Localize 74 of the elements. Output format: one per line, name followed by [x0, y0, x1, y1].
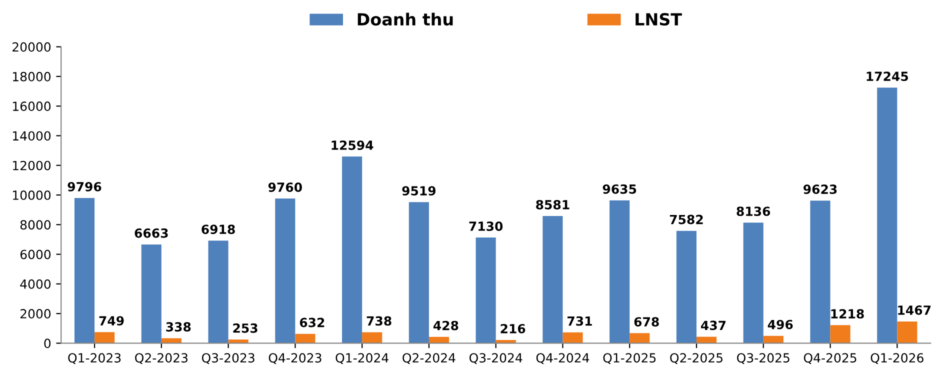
bar — [275, 198, 296, 344]
data-label: 9519 — [402, 186, 436, 196]
x-tick-label: Q1-2025 — [603, 353, 656, 364]
bar — [743, 222, 764, 344]
x-tick-label: Q3-2025 — [737, 353, 790, 364]
x-tick-label: Q4-2025 — [804, 353, 856, 364]
data-label: 12594 — [332, 140, 374, 150]
data-label: 9796 — [68, 182, 102, 192]
bar — [810, 200, 830, 344]
data-label: 9635 — [602, 184, 636, 194]
bar — [141, 244, 162, 344]
legend-label: Doanh thu — [358, 12, 453, 26]
y-tick-label: 8000 — [20, 220, 51, 230]
data-label: 496 — [768, 320, 793, 330]
x-tick-label: Q1-2023 — [68, 353, 121, 364]
data-label: 338 — [166, 322, 191, 332]
bar — [897, 321, 918, 344]
bar — [74, 198, 95, 344]
bar — [676, 230, 697, 344]
bar — [542, 216, 563, 344]
bar — [476, 238, 496, 344]
data-label: 7582 — [670, 214, 703, 224]
x-tick-label: Q4-2023 — [268, 353, 322, 364]
bar — [562, 332, 583, 344]
bar — [161, 338, 182, 344]
data-label: 6918 — [202, 224, 235, 234]
data-label: 1467 — [898, 305, 931, 315]
data-label: 17245 — [866, 72, 908, 82]
data-label: 749 — [99, 316, 124, 326]
data-label: 7130 — [469, 221, 503, 231]
y-tick-label: 10000 — [12, 190, 51, 200]
x-tick-label: Q1-2024 — [336, 353, 388, 364]
data-label: 253 — [233, 323, 258, 333]
y-tick-label: 16000 — [12, 102, 51, 112]
data-label: 9623 — [803, 184, 837, 194]
y-tick-label: 4000 — [20, 279, 51, 289]
y-tick-label: 0 — [44, 338, 51, 348]
bar — [362, 332, 382, 344]
x-tick-label: Q2-2025 — [670, 353, 722, 364]
y-tick-label: 6000 — [20, 250, 51, 260]
x-tick-label: Q2-2024 — [402, 353, 456, 364]
bar — [877, 88, 898, 344]
data-label: 1218 — [831, 309, 864, 319]
legend-label: LNST — [636, 13, 682, 26]
x-tick-label: Q4-2024 — [536, 353, 590, 364]
y-tick-label: 20000 — [12, 42, 51, 52]
bar — [830, 325, 850, 344]
data-label: 216 — [500, 324, 526, 334]
bar — [295, 334, 316, 344]
data-label: 8581 — [536, 200, 570, 210]
bar — [208, 240, 228, 344]
data-label: 632 — [300, 318, 324, 328]
data-label: 731 — [568, 316, 592, 326]
bar — [342, 156, 362, 344]
data-label: 9760 — [268, 182, 302, 192]
data-label: 678 — [634, 317, 659, 327]
bar — [630, 333, 650, 344]
bar — [408, 202, 429, 344]
x-tick-label: Q3-2023 — [202, 353, 254, 364]
data-label: 428 — [433, 320, 458, 330]
bar — [696, 336, 717, 344]
y-tick-label: 14000 — [12, 131, 51, 141]
data-label: 8136 — [736, 206, 770, 216]
data-label: 437 — [701, 320, 726, 330]
x-tick-label: Q1-2026 — [870, 353, 924, 364]
bar — [94, 332, 115, 344]
y-tick-label: 18000 — [12, 72, 51, 82]
x-tick-label: Q3-2024 — [469, 353, 522, 364]
data-label: 6663 — [134, 228, 168, 238]
x-tick-label: Q2-2023 — [135, 353, 188, 364]
y-tick-label: 2000 — [20, 309, 51, 318]
bar — [610, 200, 630, 344]
data-label: 738 — [366, 316, 392, 326]
y-tick-label: 12000 — [12, 160, 51, 170]
